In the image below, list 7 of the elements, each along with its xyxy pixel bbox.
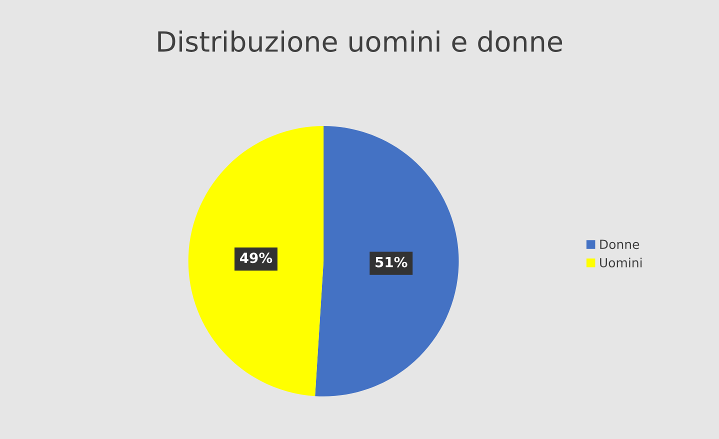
data-label: 51% [376, 256, 408, 268]
pie-slice [188, 126, 324, 396]
legend-label: Donne [600, 240, 640, 250]
legend-label: Uomini [600, 258, 642, 268]
chart-title: Distribuzione uomini e donne [158, 30, 562, 52]
data-label: 49% [240, 252, 272, 264]
pie-slice [315, 126, 459, 396]
